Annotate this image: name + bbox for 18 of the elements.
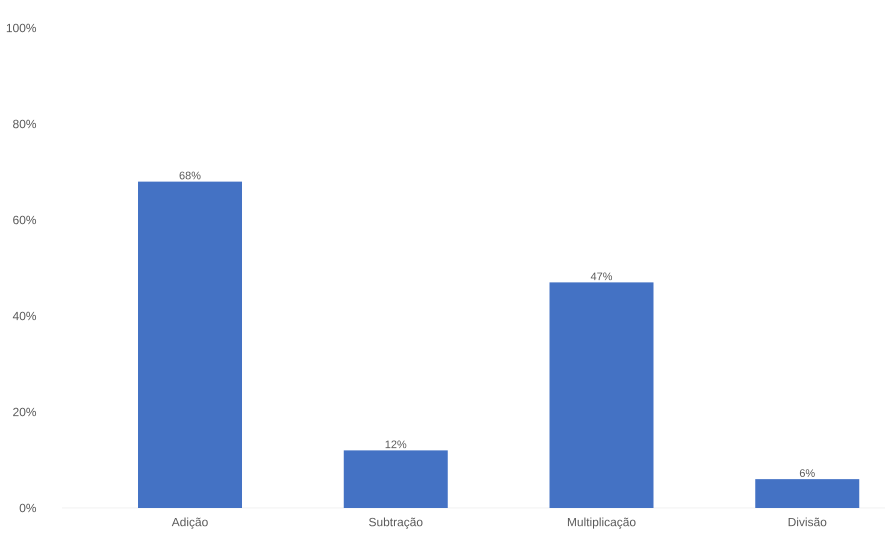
data-label: 68% bbox=[180, 172, 201, 180]
y-tick-label: 60% bbox=[13, 216, 36, 224]
x-tick-label: Multiplicação bbox=[568, 518, 636, 529]
data-label: 12% bbox=[386, 440, 406, 448]
y-tick-label: 40% bbox=[12, 312, 36, 320]
bar bbox=[138, 182, 242, 508]
y-tick-label: 100% bbox=[6, 24, 36, 32]
bar bbox=[344, 450, 448, 508]
bar bbox=[755, 479, 860, 508]
y-tick-label: 0% bbox=[20, 504, 36, 512]
x-tick-label: Subtração bbox=[369, 518, 422, 529]
data-label: 47% bbox=[590, 272, 612, 280]
x-tick-label: Divisão bbox=[788, 518, 826, 526]
y-tick-label: 20% bbox=[13, 408, 36, 416]
data-label: 6% bbox=[800, 469, 815, 477]
x-tick-label: Adição bbox=[172, 518, 208, 529]
bar bbox=[550, 282, 654, 508]
y-tick-label: 80% bbox=[13, 120, 36, 128]
